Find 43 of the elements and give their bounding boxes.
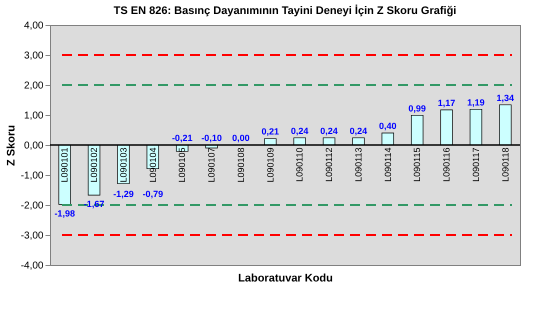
chart-title: TS EN 826: Basınç Dayanımının Tayini Deneyi İçin Z Skoru Grafiği bbox=[114, 4, 456, 17]
data-label: 0,24 bbox=[350, 126, 368, 136]
x-tick-label: L090108 bbox=[236, 148, 246, 183]
data-label: -0,10 bbox=[201, 133, 222, 143]
y-tick-label: -2,00 bbox=[20, 200, 44, 212]
data-label: -0,79 bbox=[142, 189, 164, 199]
y-tick-label: -4,00 bbox=[20, 260, 44, 272]
x-tick-label: L090114 bbox=[382, 148, 393, 182]
data-label: 0,99 bbox=[408, 103, 426, 114]
data-label: 0,24 bbox=[290, 126, 308, 136]
y-tick-label: -3,00 bbox=[20, 230, 44, 242]
x-tick-label: L090118 bbox=[500, 148, 510, 182]
data-label: 1,34 bbox=[496, 92, 514, 103]
data-label: -1,98 bbox=[54, 208, 75, 218]
y-axis-title: Z Skoru bbox=[6, 125, 18, 166]
x-tick-label: L090101 bbox=[60, 148, 70, 183]
x-tick-label: L090116 bbox=[442, 148, 452, 182]
x-tick-label: L090103 bbox=[118, 148, 128, 183]
y-tick-label: -1,00 bbox=[20, 170, 44, 182]
data-label: 0,40 bbox=[379, 121, 397, 131]
data-label: 0,00 bbox=[232, 133, 250, 143]
data-label: 0,24 bbox=[320, 126, 338, 136]
x-tick-label: L090105 bbox=[177, 148, 188, 183]
x-axis-title: Laboratuvar Kodu bbox=[238, 272, 333, 285]
y-tick-label: 1,00 bbox=[24, 110, 44, 122]
x-tick-label: L090102 bbox=[89, 148, 100, 183]
data-label: -0,21 bbox=[172, 133, 192, 143]
x-tick-label: L090109 bbox=[265, 148, 276, 183]
x-tick-label: L090113 bbox=[353, 148, 364, 182]
x-tick-label: L090110 bbox=[294, 148, 305, 182]
y-tick-label: 4,00 bbox=[24, 20, 44, 32]
y-tick-label: 3,00 bbox=[24, 50, 44, 62]
x-tick-label: L090112 bbox=[324, 148, 334, 182]
x-tick-label: L090104 bbox=[148, 148, 158, 183]
y-tick-label: 0,00 bbox=[24, 140, 44, 152]
data-label: 1,19 bbox=[467, 97, 485, 108]
x-tick-label: L090117 bbox=[470, 148, 481, 182]
data-label: 1,17 bbox=[438, 98, 456, 108]
data-label: -1,29 bbox=[113, 189, 134, 199]
x-tick-label: L090115 bbox=[412, 148, 422, 182]
data-label: 0,21 bbox=[262, 126, 280, 137]
x-tick-label: L090107 bbox=[206, 148, 217, 183]
y-tick-label: 2,00 bbox=[24, 80, 44, 92]
